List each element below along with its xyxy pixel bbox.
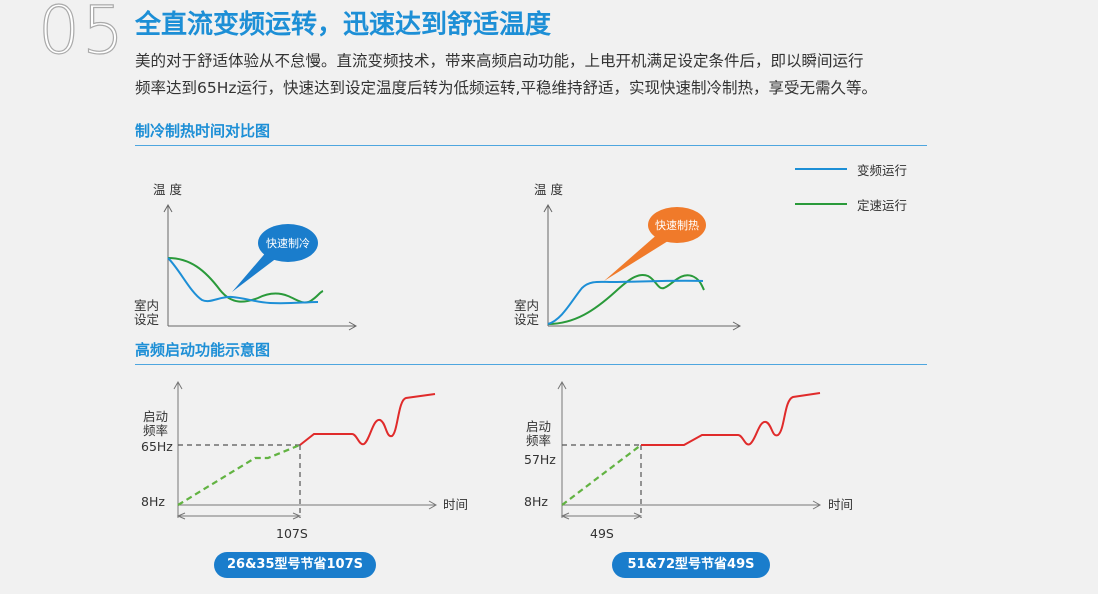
cool-fixed-curve bbox=[167, 257, 324, 304]
heat-bubble-shape bbox=[648, 207, 706, 243]
badge-right: 51&72型号节省49S bbox=[612, 552, 770, 578]
right-y-low: 8Hz bbox=[524, 494, 548, 509]
right-x-mark: 49S bbox=[590, 526, 614, 541]
heat-inverter-curve bbox=[547, 279, 704, 325]
left-ylabel-line2: 频率 bbox=[143, 423, 169, 438]
section-divider-1 bbox=[135, 145, 927, 146]
heat-bubble bbox=[604, 207, 706, 281]
description-line-1: 美的对于舒适体验从不怠慢。直流变频技术，带来高频启动功能，上电开机满足设定条件后… bbox=[135, 52, 864, 70]
right-time-span bbox=[560, 512, 643, 520]
cool-inverter-curve bbox=[167, 257, 319, 305]
cool-bubble-shape bbox=[258, 224, 318, 262]
heat-fixed-curve bbox=[547, 274, 705, 325]
cool-ybase-line2: 设定 bbox=[134, 312, 160, 327]
heat-bubble-tail bbox=[604, 232, 676, 281]
cool-bubble bbox=[232, 224, 318, 292]
left-y-high: 65Hz bbox=[141, 439, 173, 454]
right-run-line bbox=[641, 392, 821, 446]
heat-bubble-text: 快速制热 bbox=[655, 219, 699, 232]
section-title-comparison: 制冷制热时间对比图 bbox=[135, 122, 271, 140]
cool-bubble-tail bbox=[232, 250, 282, 292]
right-ylabel: 启动 频率 bbox=[526, 420, 551, 448]
left-x-mark: 107S bbox=[276, 526, 308, 541]
section-title-startup: 高频启动功能示意图 bbox=[135, 341, 271, 359]
right-y-high: 57Hz bbox=[524, 452, 556, 467]
right-ylabel-line1: 启动 bbox=[526, 419, 552, 434]
cool-ybase: 室内 设定 bbox=[134, 299, 159, 327]
heat-ybase-line2: 设定 bbox=[514, 312, 540, 327]
cool-bubble-text: 快速制冷 bbox=[266, 237, 310, 250]
right-axes bbox=[557, 380, 822, 510]
left-ylabel: 启动 频率 bbox=[143, 410, 168, 438]
heat-ybase-line1: 室内 bbox=[514, 298, 540, 313]
legend-label-inverter: 变频运行 bbox=[857, 163, 908, 178]
section-number: 05 bbox=[37, 0, 126, 70]
left-y-low: 8Hz bbox=[141, 494, 165, 509]
heat-axes bbox=[543, 203, 742, 331]
cool-ylabel: 温 度 bbox=[153, 182, 182, 197]
left-xlabel: 时间 bbox=[443, 497, 469, 512]
left-run-line bbox=[299, 393, 436, 446]
heat-ylabel: 温 度 bbox=[534, 182, 563, 197]
section-divider-2 bbox=[135, 364, 927, 365]
page-title: 全直流变频运转，迅速达到舒适温度 bbox=[135, 10, 552, 40]
left-ylabel-line1: 启动 bbox=[143, 409, 169, 424]
cool-axes bbox=[163, 203, 358, 331]
right-xlabel: 时间 bbox=[828, 497, 854, 512]
right-ylabel-line2: 频率 bbox=[526, 433, 552, 448]
right-startup-line bbox=[561, 444, 642, 506]
left-time-span bbox=[176, 512, 302, 520]
legend-swatch-fixed bbox=[795, 203, 847, 205]
description: 美的对于舒适体验从不怠慢。直流变频技术，带来高频启动功能，上电开机满足设定条件后… bbox=[135, 48, 1075, 102]
description-line-2: 频率达到65Hz运行，快速达到设定温度后转为低频运转,平稳维持舒适，实现快速制冷… bbox=[135, 79, 877, 97]
legend-label-fixed: 定速运行 bbox=[857, 198, 908, 213]
cool-ybase-line1: 室内 bbox=[134, 298, 160, 313]
legend-swatch-inverter bbox=[795, 168, 847, 170]
left-startup-line bbox=[177, 443, 301, 506]
heat-ybase: 室内 设定 bbox=[514, 299, 539, 327]
left-axes bbox=[173, 380, 438, 510]
badge-left: 26&35型号节省107S bbox=[214, 552, 376, 578]
